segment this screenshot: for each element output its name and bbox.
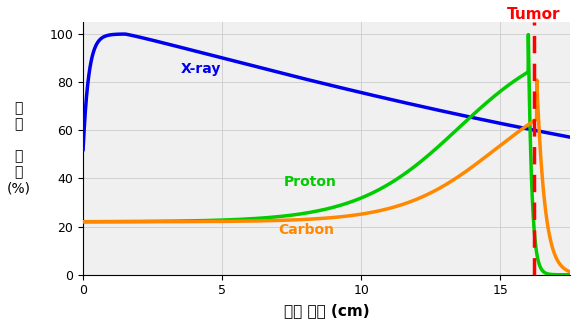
Text: Proton: Proton bbox=[283, 175, 336, 189]
Text: X-ray: X-ray bbox=[181, 61, 221, 75]
Y-axis label: 상
대

선
량
(%): 상 대 선 량 (%) bbox=[7, 101, 31, 196]
Text: Carbon: Carbon bbox=[278, 223, 334, 237]
Text: Tumor: Tumor bbox=[507, 7, 561, 22]
X-axis label: 체내 깊이 (cm): 체내 깊이 (cm) bbox=[284, 303, 369, 318]
